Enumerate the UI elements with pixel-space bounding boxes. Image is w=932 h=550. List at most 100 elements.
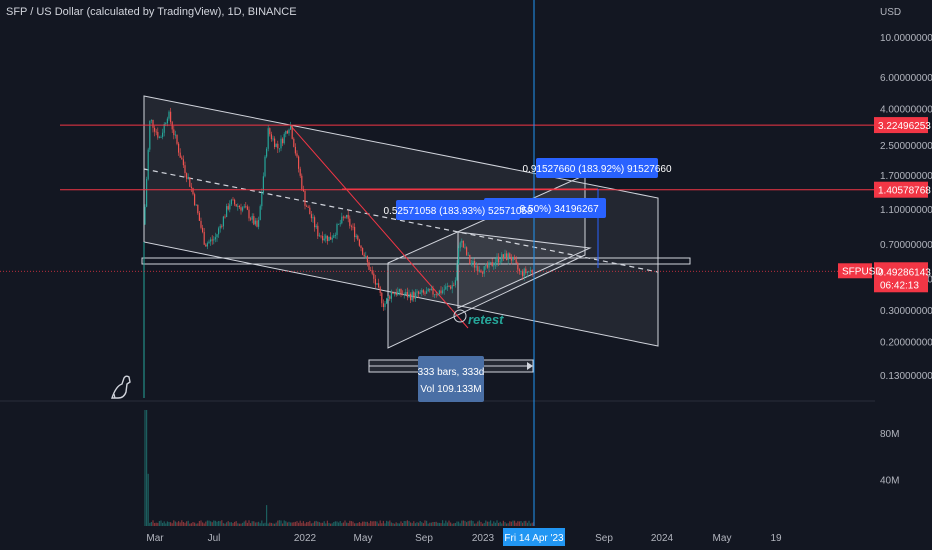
candle-body bbox=[171, 122, 173, 130]
volume-bar bbox=[333, 522, 335, 526]
volume-bar bbox=[282, 523, 284, 526]
volume-bar bbox=[413, 521, 415, 526]
measure-label-1[interactable]: 0.91527660 (183.92%) 91527660 bbox=[522, 158, 672, 178]
candle-body bbox=[170, 111, 172, 123]
volume-bar bbox=[195, 523, 197, 526]
volume-bar bbox=[229, 522, 231, 526]
candle-body bbox=[531, 270, 533, 273]
volume-bar bbox=[213, 520, 215, 526]
support-zone[interactable] bbox=[141, 257, 691, 265]
volume-bar bbox=[363, 521, 365, 526]
candle-body bbox=[224, 216, 226, 218]
candle-body bbox=[434, 294, 436, 296]
volume-bar bbox=[450, 522, 452, 526]
volume-bar bbox=[501, 523, 503, 526]
volume-bar bbox=[517, 521, 519, 526]
candle-body bbox=[160, 137, 162, 138]
candle-body bbox=[195, 204, 197, 206]
candle-body bbox=[203, 232, 205, 245]
candle-body bbox=[334, 235, 336, 236]
volume-bar bbox=[365, 521, 367, 526]
candle-body bbox=[282, 138, 284, 144]
retest-marker bbox=[453, 309, 467, 323]
candle-body bbox=[510, 257, 512, 261]
volume-bar bbox=[528, 520, 530, 526]
volume-bar bbox=[202, 522, 204, 526]
candle-body bbox=[440, 290, 442, 294]
candle-body bbox=[376, 283, 378, 285]
volume-bar bbox=[469, 520, 471, 526]
candle-body bbox=[418, 291, 420, 294]
candle-body bbox=[262, 176, 264, 193]
price-tick-label: 1.70000000 bbox=[880, 171, 932, 182]
candle-body bbox=[328, 236, 330, 242]
volume-bar bbox=[150, 522, 152, 526]
candle-body bbox=[474, 261, 476, 268]
volume-axis: 80M 40M bbox=[880, 429, 899, 486]
volume-bar bbox=[194, 522, 196, 526]
volume-bar bbox=[323, 521, 325, 526]
candle-body bbox=[517, 263, 519, 270]
volume-bar bbox=[242, 522, 244, 526]
volume-bar bbox=[285, 521, 287, 526]
candle-body bbox=[272, 138, 274, 140]
volume-bar bbox=[184, 522, 186, 526]
time-tick-label: 19 bbox=[770, 533, 782, 544]
candle-body bbox=[294, 146, 296, 154]
price-level-label-bg bbox=[874, 117, 928, 134]
volume-bar bbox=[344, 520, 346, 526]
volume-bar bbox=[504, 522, 506, 526]
volume-bar bbox=[466, 522, 468, 526]
candle-body bbox=[226, 206, 228, 217]
time-tick-label: May bbox=[354, 533, 373, 544]
volume-bar bbox=[149, 522, 151, 526]
candle-body bbox=[213, 239, 215, 241]
candle-body bbox=[358, 239, 360, 246]
volume-bar bbox=[418, 522, 420, 526]
volume-bar bbox=[461, 520, 463, 526]
volume-bar bbox=[224, 523, 226, 526]
date-range-tool[interactable]: 333 bars, 333d Vol 109.133M bbox=[368, 356, 534, 402]
candle-body bbox=[523, 268, 525, 277]
volume-bar bbox=[322, 522, 324, 526]
candle-body bbox=[362, 248, 364, 255]
volume-bar bbox=[179, 522, 181, 526]
symbol-tag-bg bbox=[838, 263, 872, 279]
volume-bar bbox=[274, 523, 276, 526]
volume-bar bbox=[157, 522, 159, 526]
volume-bar bbox=[462, 520, 464, 526]
volume-bar bbox=[304, 523, 306, 526]
retest-label: retest bbox=[468, 312, 504, 327]
volume-bar bbox=[230, 522, 232, 526]
volume-bar bbox=[464, 520, 466, 526]
volume-bar bbox=[214, 520, 216, 526]
candle-body bbox=[251, 216, 253, 220]
volume-bar bbox=[370, 520, 372, 526]
candle-body bbox=[166, 118, 168, 124]
volume-bar bbox=[190, 523, 192, 526]
candle-body bbox=[342, 216, 344, 218]
candle-body bbox=[514, 257, 516, 260]
candle-body bbox=[323, 238, 325, 241]
volume-bar bbox=[240, 523, 242, 526]
volume-bar bbox=[430, 522, 432, 526]
volume-bar bbox=[221, 520, 223, 526]
candle-body bbox=[238, 206, 240, 208]
volume-bar bbox=[296, 521, 298, 526]
volume-bar bbox=[394, 523, 396, 526]
current-price-value: 0.49286143 bbox=[878, 267, 931, 278]
volume-bar bbox=[245, 520, 247, 526]
candle-body bbox=[368, 262, 370, 270]
price-axis[interactable]: 10.00000000 6.00000000 4.00000000 2.5000000… bbox=[880, 33, 932, 382]
time-axis[interactable]: Mar Jul 2022 May Sep 2023 Sep 2024 May 19 bbox=[146, 533, 782, 544]
volume-bar bbox=[171, 523, 173, 526]
volume-bar bbox=[317, 521, 319, 526]
volume-bar bbox=[429, 522, 431, 526]
candle-body bbox=[173, 129, 175, 135]
candle-body bbox=[243, 206, 245, 208]
volume-bar bbox=[237, 523, 239, 526]
candle-body bbox=[237, 206, 239, 207]
volume-bar bbox=[286, 522, 288, 526]
measure-label-2[interactable]: 0.52571058 (183.93%) 52571058 bbox=[383, 200, 533, 220]
